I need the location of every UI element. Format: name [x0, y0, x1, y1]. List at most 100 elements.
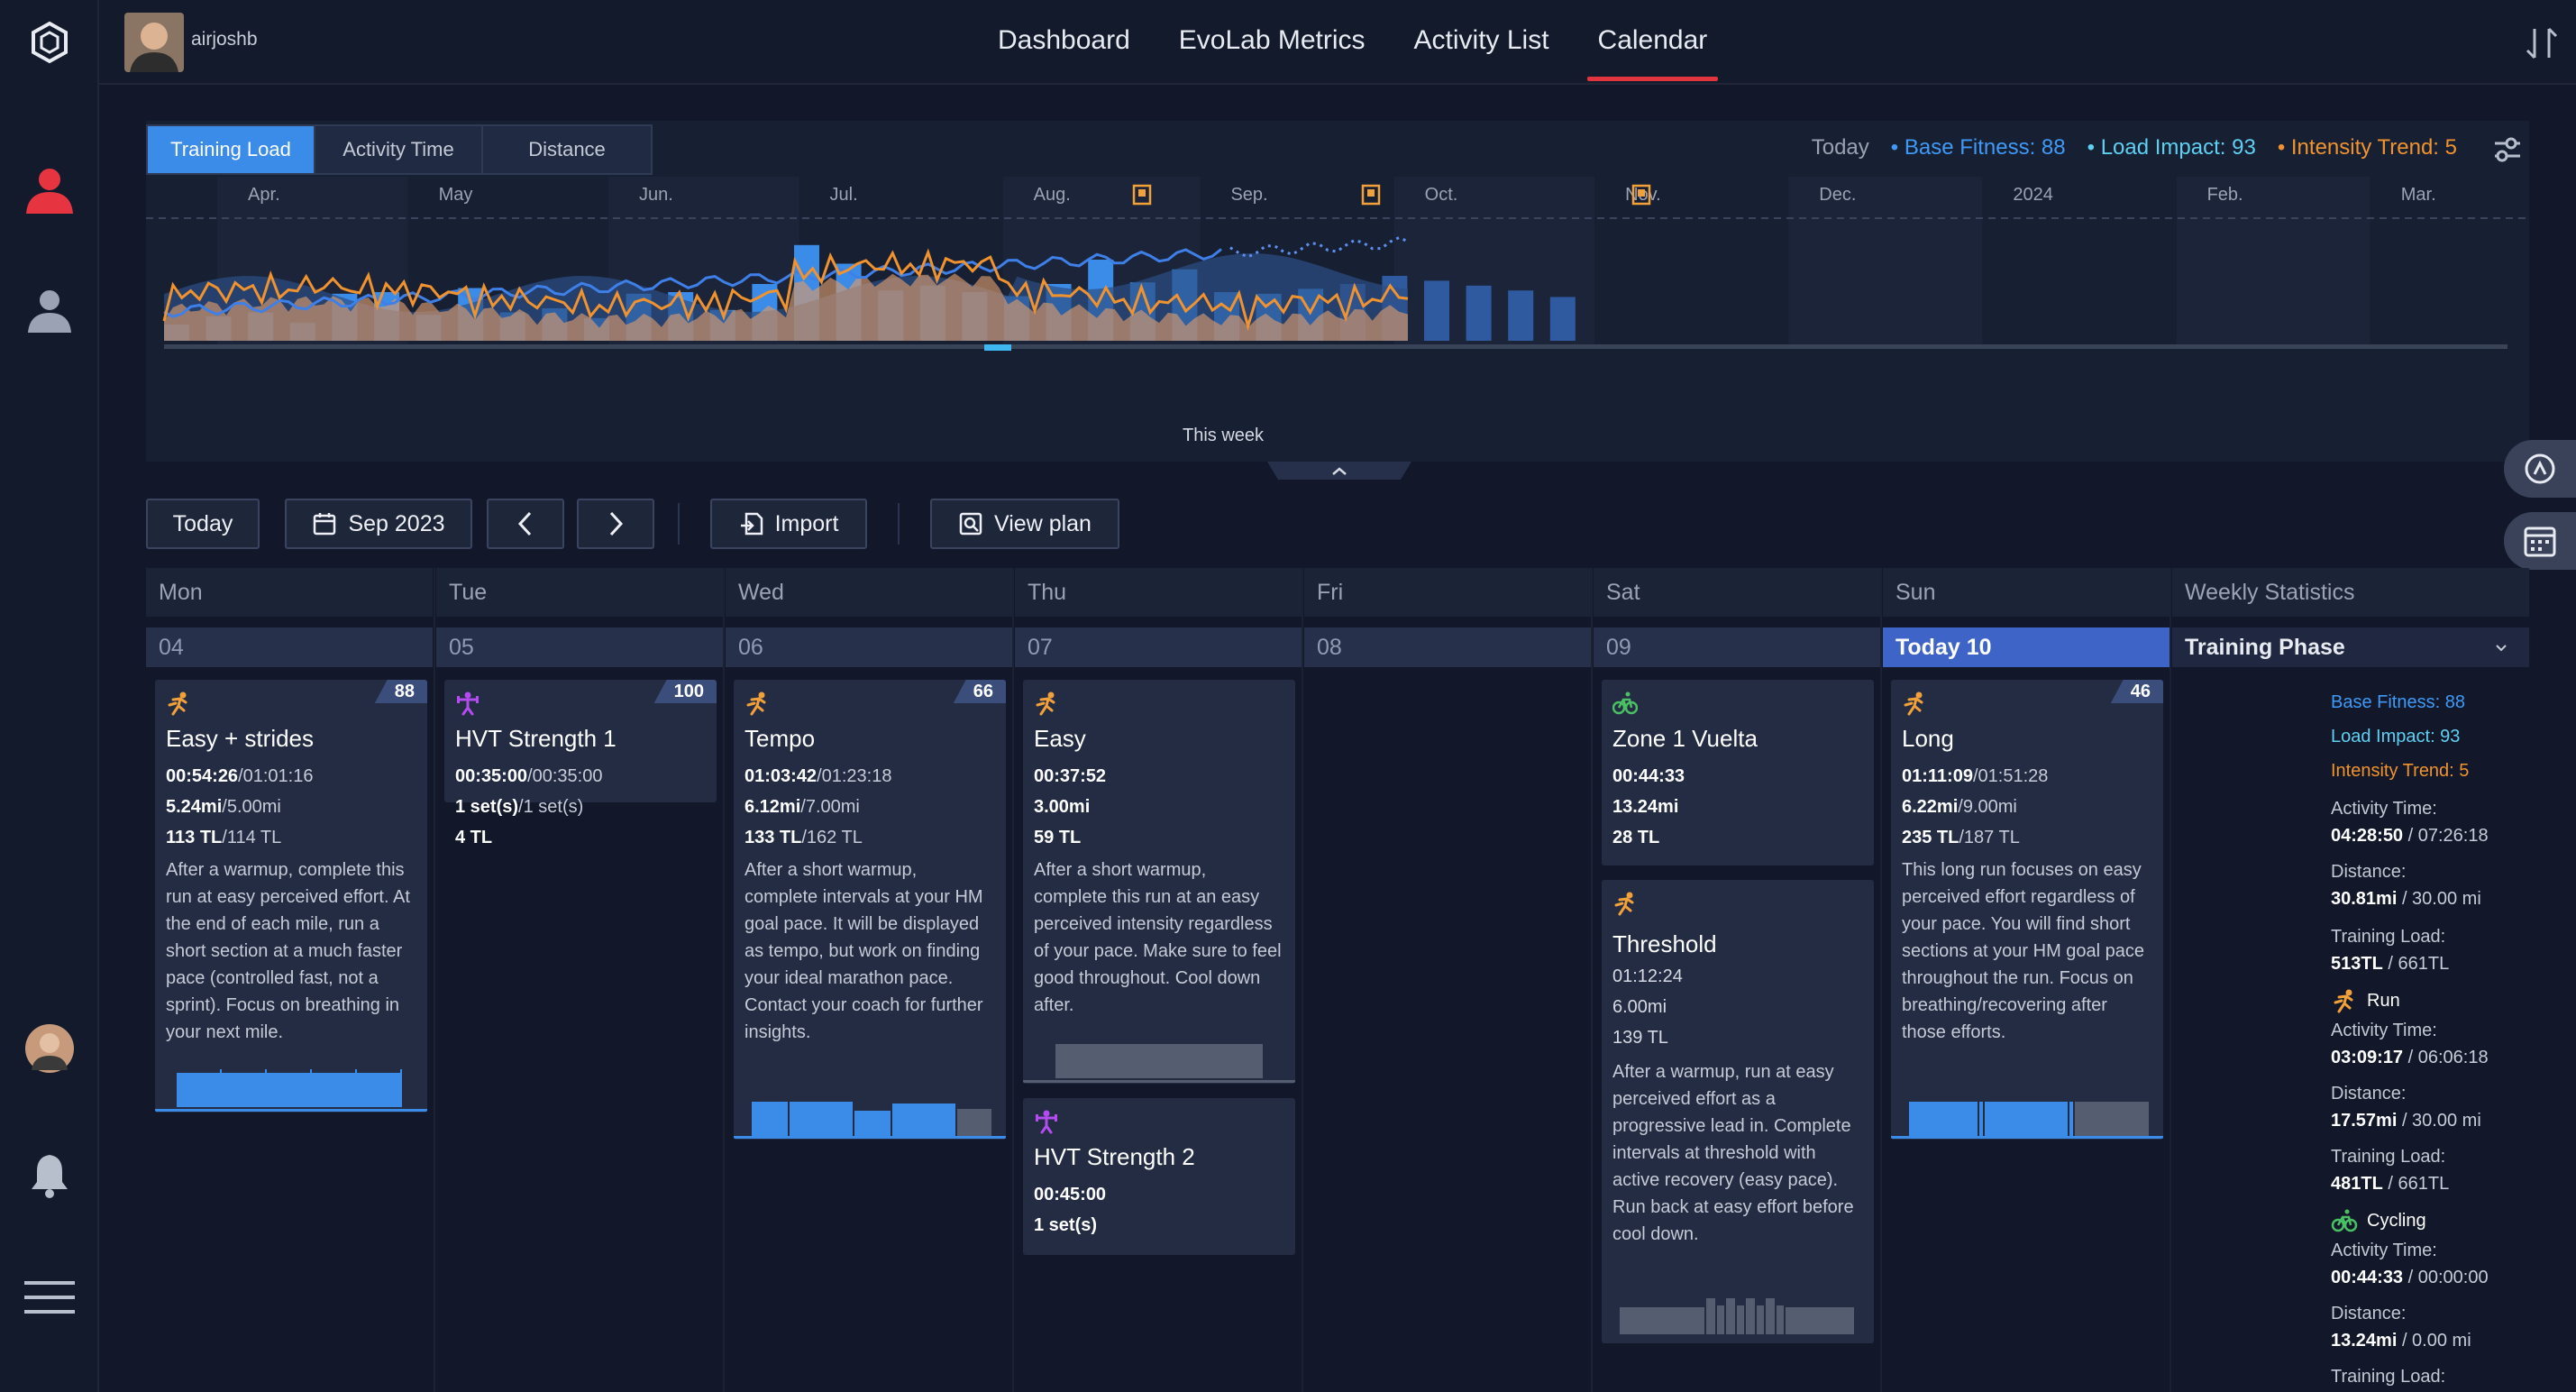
actual-time: 00:35:00 [455, 766, 528, 786]
import-button[interactable]: Import [710, 499, 867, 549]
user-avatar[interactable] [124, 13, 184, 72]
workout-card-hvt-strength-2[interactable]: HVT Strength 2 00:45:00 1 set(s) [1023, 1098, 1295, 1255]
my-profile-icon[interactable] [18, 159, 81, 222]
day-header-mon: Mon [146, 568, 433, 617]
race-event-flag-icon [1361, 184, 1381, 206]
month-picker-button[interactable]: Sep 2023 [285, 499, 472, 549]
tab-activity-time[interactable]: Activity Time [315, 126, 483, 173]
avatar[interactable] [18, 1017, 81, 1080]
column-divider [1302, 568, 1303, 1392]
chevron-left-icon [517, 511, 532, 536]
toolbar-divider [678, 503, 680, 545]
legend-load-impact[interactable]: • Load Impact: 93 [2087, 135, 2256, 160]
month-tick-label: Sep. [1230, 185, 1267, 205]
legend-intensity-trend[interactable]: • Intensity Trend: 5 [2277, 135, 2457, 160]
run-mode-float-button[interactable] [2504, 440, 2576, 498]
nav-evolab-metrics[interactable]: EvoLab Metrics [1178, 25, 1366, 55]
training-load-chart[interactable]: Apr.MayJun.Jul.Aug.Sep.Oct.Nov.Dec.2024F… [146, 177, 2529, 462]
nav-calendar[interactable]: Calendar [1574, 0, 1732, 85]
weekly-load-bar [1466, 285, 1492, 341]
swap-sort-icon[interactable] [2522, 25, 2562, 61]
stat-run-header: Run [2331, 988, 2400, 1013]
legend-base-fitness-label: Base Fitness: 88 [1904, 135, 2066, 160]
day-header-thu: Thu [1015, 568, 1302, 617]
workout-intervals-graph [177, 1069, 402, 1107]
training-phase-select[interactable]: Training Phase [2172, 627, 2529, 667]
workout-training-load: 4 TL [455, 828, 493, 847]
notifications-bell-icon[interactable] [18, 1143, 81, 1206]
workout-card-hvt-strength-1[interactable]: 100 HVT Strength 1 00:35:00/00:35:00 [444, 680, 717, 802]
nav-dashboard[interactable]: Dashboard [998, 25, 1130, 55]
chart-settings-sliders-icon[interactable] [2491, 133, 2524, 166]
menu-hamburger-icon[interactable] [18, 1266, 81, 1329]
previous-button[interactable] [487, 499, 564, 549]
planned-time: /01:01:16 [238, 766, 314, 786]
legend-base-fitness[interactable]: • Base Fitness: 88 [1890, 135, 2066, 160]
stat-run-activity-time-label: Activity Time: [2331, 1021, 2437, 1040]
workout-sets: 1 set(s)/1 set(s) [455, 797, 583, 818]
tab-training-load[interactable]: Training Load [148, 126, 315, 173]
planned-time: /01:51:28 [1972, 766, 2049, 786]
workout-distance: 6.00mi [1612, 997, 1667, 1017]
import-button-label: Import [774, 510, 839, 536]
date-cell-06[interactable]: 06 [726, 627, 1012, 667]
date-cell-05[interactable]: 05 [436, 627, 723, 667]
workout-time: 00:45:00 [1034, 1185, 1107, 1204]
compliance-badge: 46 [2110, 680, 2163, 703]
tab-distance[interactable]: Distance [483, 126, 651, 173]
total-distance: 30.81mi [2331, 889, 2398, 909]
completion-bar [155, 1109, 427, 1112]
stat-cycling-distance-label: Distance: [2331, 1304, 2407, 1323]
workout-time: 00:35:00/00:35:00 [455, 766, 602, 787]
day-header-sat: Sat [1594, 568, 1880, 617]
column-divider [723, 568, 725, 1392]
chart-legend: Today • Base Fitness: 88 • Load Impact: … [1812, 135, 2457, 160]
actual-time: 01:03:42 [744, 766, 818, 786]
race-event-flag-fill [1138, 189, 1146, 197]
workout-card-threshold[interactable]: Threshold 01:12:24 6.00mi 139 TL After a… [1602, 880, 1874, 1343]
stat-run-training-load-label: Training Load: [2331, 1147, 2446, 1167]
run-distance-plan: / 30.00 mi [2397, 1111, 2481, 1131]
next-button[interactable] [577, 499, 654, 549]
collapse-chart-button[interactable] [1267, 462, 1411, 481]
date-cell-08[interactable]: 08 [1304, 627, 1591, 667]
calendar-float-button[interactable] [2504, 512, 2576, 570]
date-cell-04[interactable]: 04 [146, 627, 433, 667]
workout-title: Zone 1 Vuelta [1612, 725, 1758, 752]
run-distance: 17.57mi [2331, 1111, 2398, 1131]
workout-card-long[interactable]: 46 Long 01:11:09/01:51:28 6.22mi/9.00mi … [1891, 680, 2163, 1140]
today-button[interactable]: Today [146, 499, 260, 549]
nav-activity-list[interactable]: Activity List [1413, 25, 1549, 55]
legend-today[interactable]: Today [1811, 135, 1869, 160]
user-name[interactable]: airjoshb [191, 29, 258, 50]
workout-card-easy-strides[interactable]: 88 Easy + strides 00:54:26/01:01:16 5.24… [155, 680, 427, 1113]
actual-tl: 113 TL [166, 828, 223, 847]
workout-time: 01:03:42/01:23:18 [744, 766, 891, 787]
date-cell-09[interactable]: 09 [1594, 627, 1880, 667]
cycling-icon [1612, 691, 1638, 715]
app-logo-icon[interactable] [25, 18, 74, 67]
view-plan-button[interactable]: View plan [930, 499, 1119, 549]
weekly-load-bar [1508, 290, 1534, 341]
toolbar-divider [898, 503, 900, 545]
main-nav: Dashboard EvoLab Metrics Activity List C… [973, 0, 1731, 85]
date-cell-today-10[interactable]: Today 10 [1883, 627, 2170, 667]
stat-cycling-header: Cycling [2331, 1208, 2426, 1233]
column-divider [1591, 568, 1593, 1392]
actual-time: 00:54:26 [166, 766, 239, 786]
planned-time: /01:23:18 [817, 766, 892, 786]
workout-card-tempo[interactable]: 66 Tempo 01:03:42/01:23:18 6.12mi/7.00mi… [734, 680, 1006, 1140]
workout-card-zone-1-vuelta[interactable]: Zone 1 Vuelta 00:44:33 13.24mi 28 TL [1602, 680, 1874, 865]
workout-description: After a warmup, complete this run at eas… [166, 860, 410, 1042]
completion-bar [1891, 1136, 2163, 1139]
workout-card-easy[interactable]: Easy 00:37:52 3.00mi 59 TL After a short… [1023, 680, 1295, 1084]
date-cell-07[interactable]: 07 [1015, 627, 1302, 667]
athletes-icon[interactable] [18, 279, 81, 343]
this-week-marker [984, 344, 1011, 351]
strength-icon [457, 691, 479, 716]
total-distance-plan: / 30.00 mi [2397, 889, 2481, 909]
month-tick-label: Apr. [248, 185, 280, 205]
workout-title: Threshold [1612, 930, 1717, 957]
month-tick-label: Feb. [2207, 185, 2243, 205]
view-plan-button-label: View plan [994, 510, 1092, 536]
